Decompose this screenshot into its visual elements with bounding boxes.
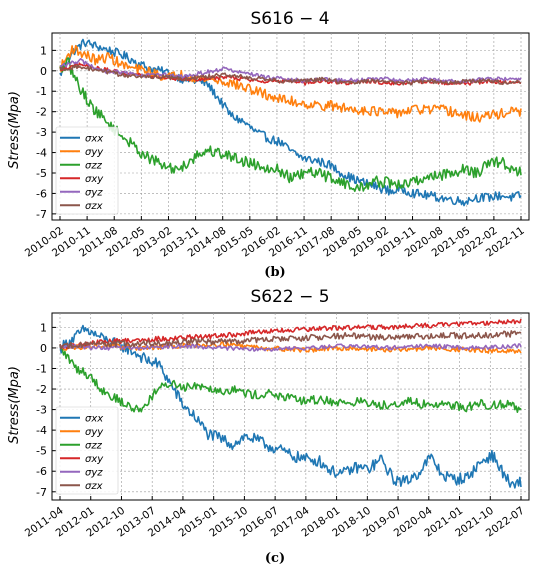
y-tick-label: -1 xyxy=(36,85,47,98)
series-line-6 xyxy=(59,330,522,350)
y-tick-label: -3 xyxy=(36,126,47,139)
y-tick-label: -3 xyxy=(36,404,47,417)
y-tick-label: -2 xyxy=(36,383,47,396)
series-lines xyxy=(59,38,522,207)
chart-c: S622 − 5 Stress(Mpa) 1 0 -1 -2 -3 -4 -5 -6 -7 20… xyxy=(7,287,530,566)
chart-title: S622 − 5 xyxy=(250,287,329,307)
y-tick-labels: 1 0 -1 -2 -3 -4 -5 -6 -7 xyxy=(36,44,47,220)
series-line-2 xyxy=(59,340,522,354)
caption: (b) xyxy=(264,265,285,280)
y-tick-label: -6 xyxy=(36,187,47,200)
y-tick-label: 1 xyxy=(40,44,47,57)
x-tick-labels: 2011-042012-012012-102013-072014-042015-… xyxy=(23,504,527,539)
grid xyxy=(52,33,529,220)
y-tick-label: -6 xyxy=(36,465,47,478)
y-tick-label: 1 xyxy=(40,321,47,334)
plot-frame xyxy=(51,32,530,221)
y-tick-label: -7 xyxy=(36,486,47,499)
legend-label: σyz xyxy=(85,187,103,198)
series-line-6 xyxy=(59,64,521,86)
series-line-1 xyxy=(59,38,522,207)
y-axis-label: Stress(Mpa) xyxy=(7,91,22,169)
y-tick-label: -5 xyxy=(36,445,47,458)
series-line-3 xyxy=(59,345,522,413)
legend-label: σyz xyxy=(85,467,103,478)
legend-label: σzx xyxy=(85,481,103,492)
series-line-1 xyxy=(59,324,522,489)
y-tick-label: -1 xyxy=(36,362,47,375)
y-tick-label: 0 xyxy=(40,342,47,355)
chart-b: S616 − 4 Stress(Mpa) 1 0 -1 -2 -3 -4 -5 -6 -7 20… xyxy=(7,9,530,280)
y-axis-label: Stress(Mpa) xyxy=(7,366,22,444)
legend-label: σyy xyxy=(85,427,104,438)
y-tick-label: 0 xyxy=(40,65,47,78)
plot-frame xyxy=(51,312,530,501)
series-line-2 xyxy=(59,44,522,123)
y-tick-label: -2 xyxy=(36,106,47,119)
x-tick-labels: 2010-022010-112011-082012-052013-022013-… xyxy=(23,225,527,260)
y-tick-labels: 1 0 -1 -2 -3 -4 -5 -6 -7 xyxy=(36,321,47,498)
series-line-4 xyxy=(59,318,522,350)
series-lines xyxy=(59,318,522,489)
chart-title: S616 − 4 xyxy=(250,9,329,29)
legend-label: σxy xyxy=(85,454,104,465)
y-tick-label: -5 xyxy=(36,167,47,180)
legend-label: σxx xyxy=(85,413,103,424)
legend-label: σyy xyxy=(85,147,104,158)
caption: (c) xyxy=(265,551,285,566)
legend-label: σzz xyxy=(85,160,103,171)
legend-label: σxx xyxy=(85,133,103,144)
legend-label: σzx xyxy=(85,201,103,212)
series-line-3 xyxy=(59,57,522,193)
y-tick-label: -4 xyxy=(36,147,47,160)
y-tick-label: -4 xyxy=(36,424,47,437)
legend: σxx σyy σzz σxy σyz σzx xyxy=(55,406,119,495)
y-tick-label: -7 xyxy=(36,208,47,221)
legend-label: σxy xyxy=(85,174,104,185)
legend-label: σzz xyxy=(85,440,103,451)
series-line-5 xyxy=(59,343,522,352)
legend: σxx σyy σzz σxy σyz σzx xyxy=(55,126,119,215)
